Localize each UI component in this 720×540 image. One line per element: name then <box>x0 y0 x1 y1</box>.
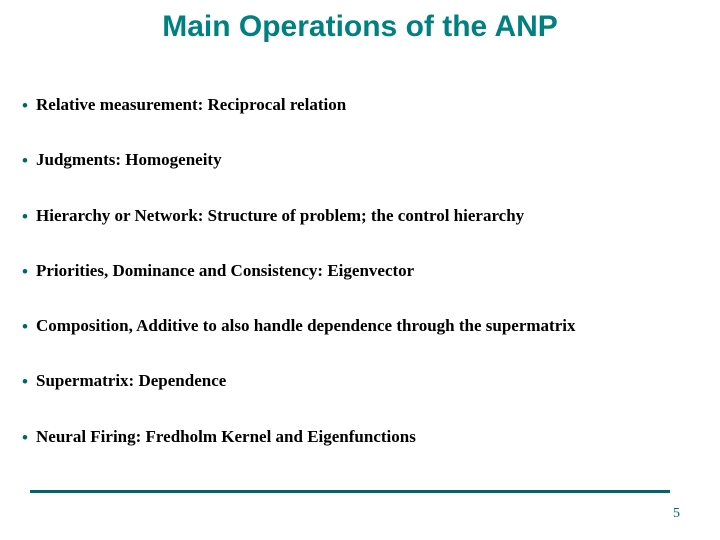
list-item: • Composition, Additive to also handle d… <box>22 315 698 336</box>
list-item: • Judgments: Homogeneity <box>22 149 698 170</box>
bullet-text: Judgments: Homogeneity <box>36 149 698 170</box>
bullet-text: Neural Firing: Fredholm Kernel and Eigen… <box>36 426 698 447</box>
bullet-icon: • <box>22 263 36 280</box>
bullet-text: Composition, Additive to also handle dep… <box>36 315 698 336</box>
slide: Main Operations of the ANP • Relative me… <box>0 0 720 540</box>
list-item: • Relative measurement: Reciprocal relat… <box>22 94 698 115</box>
bullet-icon: • <box>22 429 36 446</box>
bullet-icon: • <box>22 97 36 114</box>
bullet-icon: • <box>22 208 36 225</box>
list-item: • Hierarchy or Network: Structure of pro… <box>22 205 698 226</box>
bullet-icon: • <box>22 318 36 335</box>
bullet-list: • Relative measurement: Reciprocal relat… <box>22 94 698 447</box>
bullet-text: Relative measurement: Reciprocal relatio… <box>36 94 698 115</box>
bullet-text: Priorities, Dominance and Consistency: E… <box>36 260 698 281</box>
bullet-icon: • <box>22 373 36 390</box>
list-item: • Priorities, Dominance and Consistency:… <box>22 260 698 281</box>
list-item: • Supermatrix: Dependence <box>22 370 698 391</box>
bullet-text: Hierarchy or Network: Structure of probl… <box>36 205 698 226</box>
page-number: 5 <box>673 506 680 522</box>
bullet-icon: • <box>22 152 36 169</box>
list-item: • Neural Firing: Fredholm Kernel and Eig… <box>22 426 698 447</box>
horizontal-rule <box>30 490 670 493</box>
page-title: Main Operations of the ANP <box>0 10 720 44</box>
bullet-text: Supermatrix: Dependence <box>36 370 698 391</box>
